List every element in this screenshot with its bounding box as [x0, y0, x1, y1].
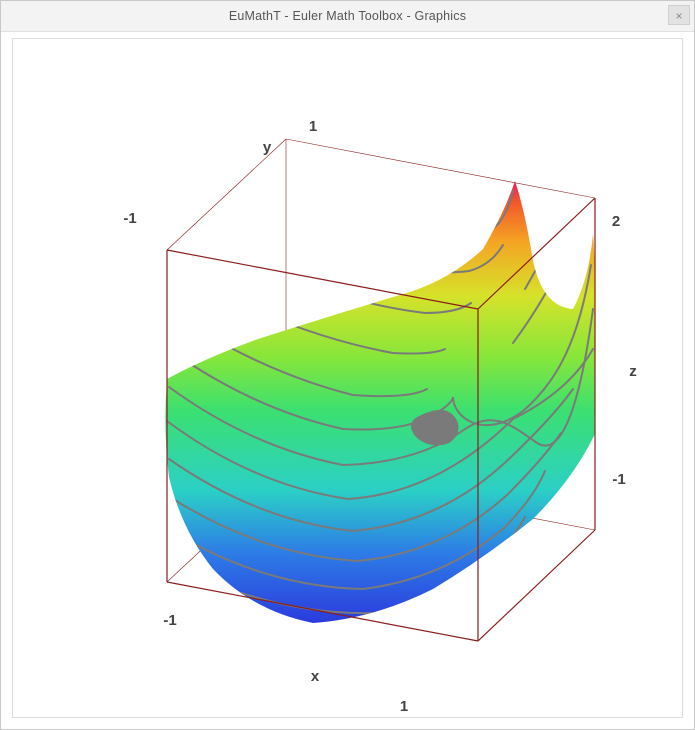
close-icon: × — [675, 9, 682, 23]
axis-text-y_label: y — [263, 139, 272, 156]
axis-text-x_minus1: -1 — [163, 612, 176, 629]
client-area: x y z -1 1 -1 1 -1 2 — [2, 32, 693, 728]
close-button[interactable]: × — [668, 5, 690, 25]
window-title: EuMathT - Euler Math Toolbox - Graphics — [229, 9, 466, 23]
plot3d-svg: x y z -1 1 -1 1 -1 2 — [13, 39, 684, 719]
axis-text-x_plus1: 1 — [400, 698, 408, 715]
axis-text-z_plus2: 2 — [612, 213, 620, 230]
graphics-window: EuMathT - Euler Math Toolbox - Graphics … — [0, 0, 695, 730]
surface — [165, 181, 595, 623]
axis-text-x_label: x — [311, 668, 320, 685]
axis-text-y_minus1: -1 — [123, 210, 136, 227]
axis-text-z_minus1: -1 — [612, 471, 625, 488]
titlebar[interactable]: EuMathT - Euler Math Toolbox - Graphics … — [1, 1, 694, 32]
axis-text-z_label: z — [629, 363, 637, 380]
plot-canvas[interactable]: x y z -1 1 -1 1 -1 2 — [12, 38, 683, 718]
axis-text-y_plus1: 1 — [309, 118, 317, 135]
